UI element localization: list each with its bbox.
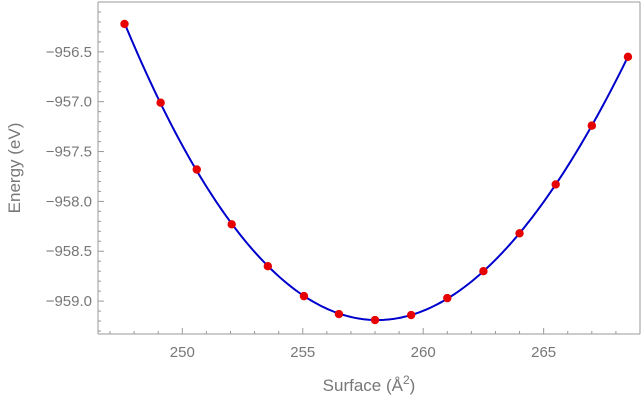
data-point-13 (551, 180, 560, 189)
x-ticks: 250 255 260 265 (109, 328, 641, 361)
data-point-11 (479, 266, 488, 276)
data-point-15 (623, 52, 633, 62)
y-tick-label: −958.5 (46, 243, 92, 260)
y-tick-label: −957.0 (46, 94, 92, 111)
plot-area: 250 255 260 265 −959.0−958.5−958.0−957.5−95… (46, 1, 641, 361)
y-axis-label: Energy (eV) (5, 123, 24, 214)
data-point-9 (406, 310, 416, 320)
data-point-12 (515, 229, 524, 238)
x-axis-label-close: ) (410, 376, 416, 395)
data-point-7 (334, 309, 344, 319)
data-point-8 (370, 315, 380, 325)
data-point-14 (587, 121, 597, 130)
x-tick-label: 265 (531, 344, 556, 361)
y-tick-label: −958.0 (46, 193, 92, 210)
data-point-2 (156, 98, 165, 107)
y-tick-label: −956.5 (46, 44, 92, 61)
x-tick-label: 255 (290, 344, 315, 361)
y-tick-label: −957.5 (46, 144, 92, 161)
data-point-6 (299, 291, 309, 301)
y-tick-label: −959.0 (46, 293, 92, 310)
data-points (120, 19, 633, 325)
x-tick-label: 250 (170, 344, 195, 361)
data-point-4 (227, 220, 236, 229)
y-ticks: −959.0 −958.5 −958.0 −957.5 −957.0 −956.5 (46, 11, 104, 332)
data-point-10 (443, 293, 452, 303)
data-point-3 (192, 165, 201, 174)
data-point-5 (263, 262, 273, 271)
x-tick-label: 260 (411, 344, 436, 361)
x-axis-label: Surface (Å2) (323, 373, 416, 395)
x-axis-label-text: Surface (Å (323, 376, 404, 395)
data-point-1 (120, 19, 129, 29)
x-axis-label-superscript: 2 (403, 373, 410, 387)
